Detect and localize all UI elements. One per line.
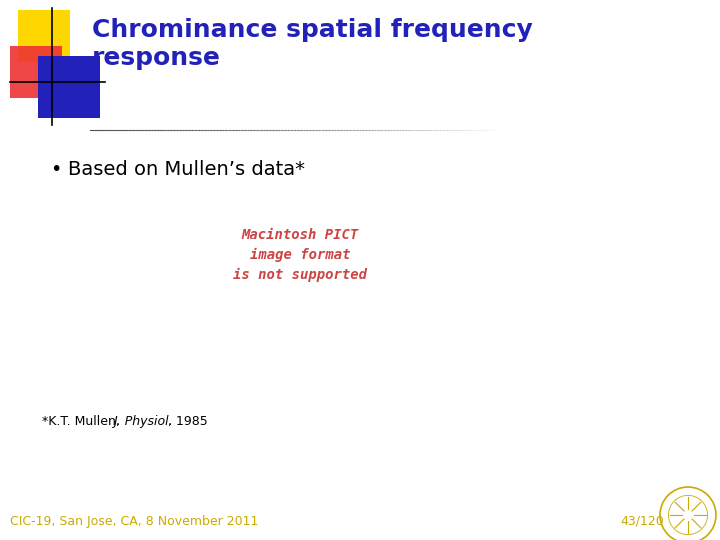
- Bar: [38, 56, 100, 118]
- Text: CIC-19, San Jose, CA, 8 November 2011: CIC-19, San Jose, CA, 8 November 2011: [10, 515, 258, 528]
- Text: J. Physiol.: J. Physiol.: [114, 415, 173, 428]
- Text: Chrominance spatial frequency
response: Chrominance spatial frequency response: [92, 18, 533, 70]
- Text: •: •: [50, 160, 61, 179]
- Text: 43/120: 43/120: [620, 515, 664, 528]
- Text: *K.T. Mullen,: *K.T. Mullen,: [42, 415, 124, 428]
- Bar: [10, 46, 62, 98]
- Bar: [18, 10, 70, 62]
- Text: Macintosh PICT
image format
is not supported: Macintosh PICT image format is not suppo…: [233, 228, 367, 282]
- Text: , 1985: , 1985: [168, 415, 208, 428]
- Text: Based on Mullen’s data*: Based on Mullen’s data*: [68, 160, 305, 179]
